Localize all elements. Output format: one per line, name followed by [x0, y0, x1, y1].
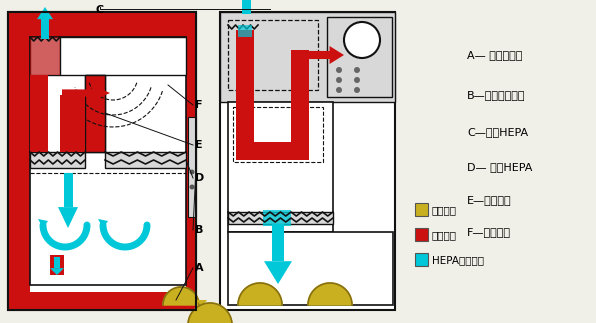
Polygon shape: [306, 46, 344, 64]
Text: 室内空气: 室内空气: [432, 205, 457, 215]
Bar: [30, 37, 60, 75]
Bar: [263, 210, 291, 226]
Circle shape: [354, 87, 360, 93]
Polygon shape: [37, 7, 53, 19]
Text: E—正压風道: E—正压風道: [467, 195, 511, 205]
Bar: [50, 255, 64, 275]
Circle shape: [354, 77, 360, 83]
Polygon shape: [308, 283, 352, 305]
Text: F—负压風道: F—负压風道: [467, 227, 511, 237]
Bar: [30, 152, 85, 168]
Text: B—升降玻璃窗口: B—升降玻璃窗口: [467, 90, 526, 100]
Polygon shape: [238, 283, 282, 305]
Polygon shape: [98, 219, 108, 228]
Polygon shape: [54, 257, 60, 268]
Bar: [415, 228, 428, 241]
Circle shape: [344, 22, 380, 58]
Polygon shape: [241, 0, 250, 14]
Circle shape: [336, 87, 342, 93]
Bar: [186, 12, 196, 310]
Bar: [233, 107, 323, 162]
Text: 污染空气: 污染空气: [432, 230, 457, 240]
Text: F: F: [195, 100, 203, 110]
Polygon shape: [264, 261, 292, 284]
Text: E: E: [195, 140, 203, 150]
Circle shape: [354, 67, 360, 73]
Bar: [188, 117, 196, 217]
Polygon shape: [41, 19, 49, 39]
Polygon shape: [272, 224, 284, 261]
Bar: [30, 37, 60, 75]
Text: C: C: [96, 5, 104, 15]
Bar: [228, 102, 333, 232]
Bar: [228, 212, 333, 224]
Text: A— 操作面开口: A— 操作面开口: [467, 50, 522, 60]
Bar: [85, 75, 105, 152]
Bar: [8, 12, 30, 310]
Bar: [8, 12, 196, 310]
Bar: [238, 25, 252, 37]
Bar: [236, 142, 291, 160]
Circle shape: [336, 77, 342, 83]
Bar: [327, 17, 392, 97]
Bar: [415, 203, 428, 216]
Text: B: B: [195, 225, 203, 235]
Circle shape: [336, 67, 342, 73]
Polygon shape: [58, 207, 78, 228]
Bar: [30, 75, 48, 152]
Bar: [228, 20, 318, 90]
Bar: [236, 30, 254, 142]
Circle shape: [190, 184, 194, 190]
Text: A: A: [195, 263, 204, 273]
Bar: [85, 75, 105, 152]
Bar: [8, 292, 196, 310]
Text: D: D: [195, 173, 204, 183]
Bar: [30, 37, 186, 285]
Bar: [220, 12, 395, 310]
Bar: [220, 12, 395, 102]
Polygon shape: [188, 303, 232, 323]
Text: HEPA过滤空气: HEPA过滤空气: [432, 255, 484, 265]
Bar: [8, 12, 196, 37]
Text: C—排風HEPA: C—排風HEPA: [467, 127, 528, 137]
Polygon shape: [196, 300, 207, 307]
Polygon shape: [163, 287, 199, 305]
Bar: [105, 152, 186, 168]
Bar: [415, 253, 428, 266]
Bar: [8, 12, 196, 310]
Polygon shape: [50, 268, 64, 275]
Bar: [60, 37, 186, 75]
Polygon shape: [38, 219, 48, 228]
Polygon shape: [62, 85, 110, 101]
Bar: [60, 95, 85, 152]
Circle shape: [190, 170, 194, 174]
Bar: [291, 50, 309, 160]
Bar: [228, 232, 393, 305]
Text: D— 送風HEPA: D— 送風HEPA: [467, 162, 532, 172]
Polygon shape: [64, 173, 73, 207]
